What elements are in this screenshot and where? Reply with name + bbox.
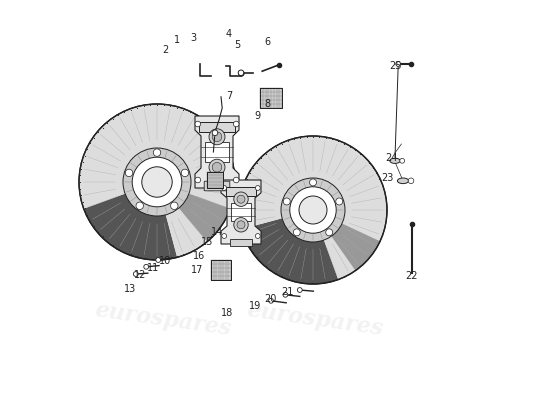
- Text: 1: 1: [174, 35, 180, 45]
- Bar: [199, 122, 235, 132]
- Bar: [207, 172, 223, 188]
- Circle shape: [125, 169, 133, 177]
- Text: 4: 4: [226, 29, 232, 39]
- Circle shape: [290, 187, 336, 233]
- Ellipse shape: [390, 158, 400, 163]
- Bar: [205, 142, 229, 162]
- Circle shape: [222, 234, 227, 238]
- Circle shape: [255, 186, 260, 190]
- Bar: [260, 88, 282, 108]
- Text: 13: 13: [124, 284, 136, 294]
- Circle shape: [310, 179, 316, 186]
- Text: 23: 23: [381, 173, 393, 183]
- Bar: [231, 203, 251, 221]
- Circle shape: [79, 104, 235, 260]
- Wedge shape: [241, 210, 338, 284]
- Circle shape: [293, 229, 300, 236]
- Circle shape: [123, 148, 191, 216]
- Circle shape: [268, 298, 273, 303]
- Circle shape: [136, 202, 144, 210]
- Text: eurospares: eurospares: [94, 300, 233, 340]
- Circle shape: [299, 196, 327, 224]
- Circle shape: [156, 258, 161, 262]
- Text: 5: 5: [234, 40, 240, 50]
- FancyBboxPatch shape: [204, 181, 230, 191]
- Wedge shape: [239, 136, 387, 280]
- Circle shape: [209, 159, 225, 175]
- Circle shape: [239, 136, 387, 284]
- Text: 2: 2: [162, 45, 168, 55]
- Wedge shape: [157, 182, 230, 242]
- Circle shape: [233, 177, 239, 183]
- Text: 11: 11: [147, 263, 159, 273]
- Text: 24: 24: [385, 153, 397, 163]
- Polygon shape: [221, 180, 261, 244]
- Text: 3: 3: [190, 33, 196, 43]
- Text: 8: 8: [264, 99, 270, 109]
- Circle shape: [142, 167, 172, 197]
- Circle shape: [144, 264, 149, 269]
- Circle shape: [400, 158, 405, 163]
- Circle shape: [238, 70, 244, 76]
- Circle shape: [283, 292, 288, 297]
- Text: 21: 21: [281, 287, 293, 297]
- Text: 10: 10: [159, 256, 171, 266]
- Wedge shape: [313, 210, 380, 271]
- Text: 19: 19: [249, 301, 261, 311]
- Circle shape: [283, 198, 290, 205]
- Circle shape: [222, 186, 227, 190]
- Text: 17: 17: [191, 265, 203, 275]
- Circle shape: [234, 192, 248, 206]
- Text: 20: 20: [264, 294, 277, 304]
- Text: 16: 16: [193, 251, 205, 261]
- Bar: [260, 88, 282, 108]
- Circle shape: [195, 121, 201, 127]
- Circle shape: [234, 218, 248, 232]
- Circle shape: [182, 169, 189, 177]
- Circle shape: [298, 288, 302, 292]
- Text: 15: 15: [201, 236, 213, 246]
- Text: eurospares: eurospares: [245, 300, 384, 340]
- Text: 18: 18: [221, 308, 233, 318]
- Circle shape: [336, 198, 343, 205]
- Bar: [230, 239, 252, 246]
- Text: 9: 9: [254, 111, 260, 121]
- Circle shape: [326, 229, 333, 236]
- Circle shape: [212, 132, 222, 142]
- Circle shape: [195, 177, 201, 183]
- Text: eurospares: eurospares: [94, 160, 233, 200]
- Circle shape: [170, 202, 178, 210]
- Circle shape: [281, 178, 345, 242]
- Text: eurospares: eurospares: [245, 160, 384, 200]
- Bar: [207, 172, 223, 188]
- Text: 12: 12: [134, 270, 146, 280]
- Text: 25: 25: [389, 61, 402, 71]
- Wedge shape: [79, 104, 235, 257]
- Circle shape: [134, 272, 138, 276]
- Bar: [226, 187, 256, 196]
- Circle shape: [212, 130, 218, 136]
- Circle shape: [396, 62, 400, 66]
- Bar: [211, 260, 230, 280]
- Circle shape: [237, 195, 245, 203]
- Wedge shape: [84, 182, 177, 260]
- Circle shape: [153, 149, 161, 156]
- Circle shape: [209, 129, 225, 145]
- Circle shape: [212, 162, 222, 172]
- Text: 6: 6: [264, 37, 270, 47]
- Bar: [211, 260, 230, 280]
- Text: 14: 14: [211, 227, 223, 237]
- Circle shape: [408, 178, 414, 184]
- Text: 22: 22: [405, 271, 417, 281]
- Ellipse shape: [398, 178, 409, 184]
- Circle shape: [132, 157, 182, 207]
- Circle shape: [237, 221, 245, 229]
- Circle shape: [255, 234, 260, 238]
- Text: 7: 7: [226, 91, 232, 101]
- Circle shape: [233, 121, 239, 127]
- Polygon shape: [195, 116, 239, 188]
